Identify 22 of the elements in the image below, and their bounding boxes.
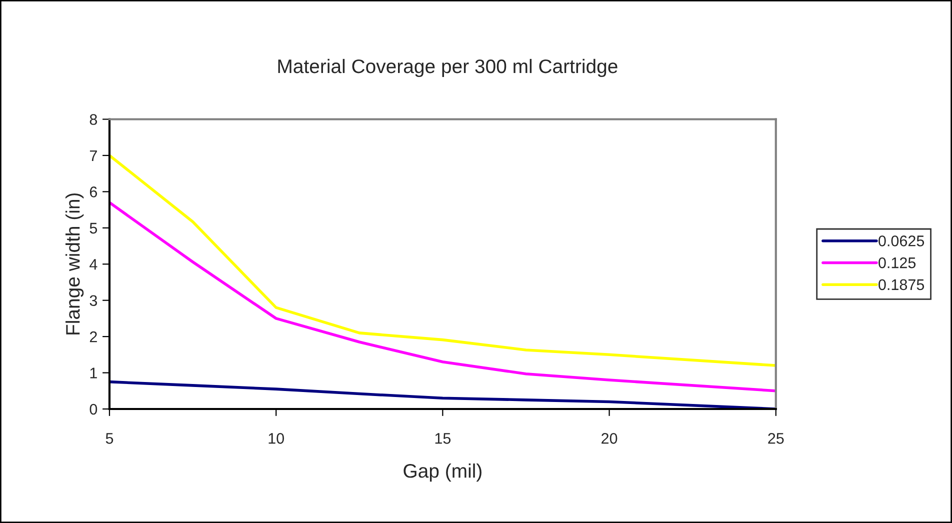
x-axis-title: Gap (mil) <box>404 464 482 482</box>
legend-label: 0.1875 <box>878 279 924 290</box>
x-tick-label: 15 <box>435 433 451 444</box>
y-tick-label: 5 <box>90 222 98 234</box>
chart-title: Material Coverage per 300 ml Cartridge <box>278 58 618 78</box>
x-tick-label: 10 <box>268 433 284 444</box>
y-tick-label: 7 <box>90 150 97 161</box>
line-series <box>109 154 776 367</box>
y-axis-title: Flange width (in) <box>65 193 84 334</box>
legend-label: 0.0625 <box>878 236 924 246</box>
y-tick-label: 2 <box>90 331 97 342</box>
y-tick-label: 4 <box>90 259 98 270</box>
x-tick-label: 20 <box>602 433 618 444</box>
y-tick-label: 0 <box>90 404 98 415</box>
x-tick-label: 5 <box>106 433 114 444</box>
y-tick-label: 8 <box>90 114 98 125</box>
y-tick-label: 6 <box>90 186 98 198</box>
y-tick-label: 3 <box>90 295 98 306</box>
y-tick-label: 1 <box>90 368 97 378</box>
line-series <box>109 201 776 392</box>
legend-label: 0.125 <box>878 257 916 268</box>
x-tick-label: 25 <box>768 433 784 444</box>
